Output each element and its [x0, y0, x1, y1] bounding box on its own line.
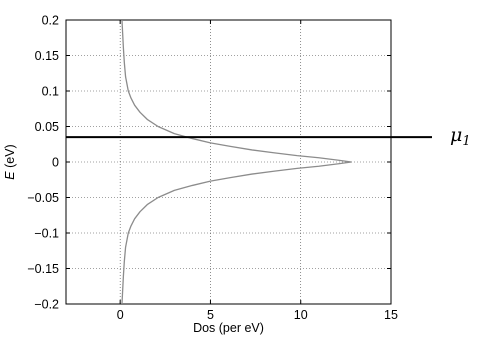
x-tick-labels: 0 5 10 15 [117, 308, 398, 322]
x-tick-label: 5 [207, 308, 214, 322]
y-tick-label: 0 [52, 156, 59, 170]
y-tick-label: −0.15 [27, 262, 59, 276]
x-tick-label: 15 [384, 308, 398, 322]
y-tick-labels: −0.2 −0.15 −0.1 −0.05 0 0.05 0.1 0.15 0.2 [27, 14, 59, 312]
y-axis-label: E (eV) [3, 144, 17, 179]
mu-label: μ1 [450, 124, 471, 149]
x-tick-label: 0 [117, 308, 124, 322]
series-layer [121, 19, 352, 305]
y-tick-label: −0.1 [34, 227, 59, 241]
x-axis-label: Dos (per eV) [193, 321, 264, 335]
y-tick-label: −0.2 [34, 298, 59, 312]
grid-lines [66, 20, 391, 304]
y-tick-label: 0.15 [35, 49, 59, 63]
y-tick-label: 0.2 [42, 14, 59, 28]
y-tick-label: −0.05 [27, 191, 59, 205]
y-tick-label: 0.1 [42, 85, 59, 99]
y-tick-label: 0.05 [35, 120, 59, 134]
x-tick-label: 10 [294, 308, 308, 322]
dos-curve [121, 19, 352, 305]
axis-ticks [66, 19, 392, 305]
